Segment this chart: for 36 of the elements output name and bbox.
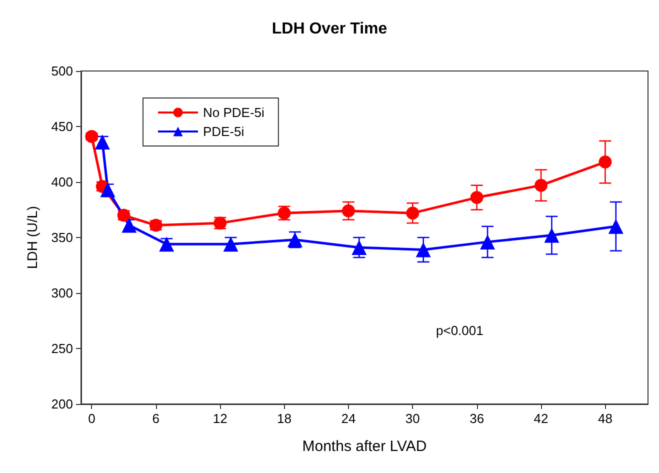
x-tick-label: 30 <box>405 411 420 426</box>
x-tick-label: 6 <box>152 411 160 426</box>
x-tick-label: 48 <box>598 411 612 426</box>
y-tick-label: 400 <box>51 174 73 190</box>
y-tick-label: 300 <box>51 286 73 300</box>
point <box>94 134 110 150</box>
point <box>406 206 420 220</box>
x-tick-label: 0 <box>88 411 96 426</box>
y-tick-label: 200 <box>51 396 73 412</box>
x-tick-label: 36 <box>470 411 484 426</box>
point <box>85 130 98 143</box>
legend-label: No PDE-5i <box>203 105 265 120</box>
legend-label: PDE-5i <box>203 124 244 139</box>
x-tick-label: 24 <box>341 411 356 426</box>
y-axis-title: LDH (U/L) <box>24 206 40 270</box>
point <box>223 236 238 252</box>
chart-title: LDH Over Time <box>272 20 388 38</box>
point <box>352 240 367 255</box>
point <box>534 178 548 192</box>
x-tick-label: 18 <box>277 411 292 426</box>
point <box>416 242 431 258</box>
x-axis-title: Months after LVAD <box>302 438 427 455</box>
y-tick-label: 350 <box>51 230 73 245</box>
point <box>544 228 560 243</box>
y-tick-label: 450 <box>51 119 73 134</box>
y-tick-label: 250 <box>51 341 73 356</box>
x-tick-label: 12 <box>212 411 228 426</box>
x-tick-label: 42 <box>534 411 548 426</box>
point <box>342 204 355 218</box>
y-tick-label: 500 <box>51 64 73 78</box>
annotation: p<0.001 <box>436 323 484 338</box>
point <box>598 156 612 169</box>
point <box>480 234 496 250</box>
point <box>608 218 624 234</box>
point <box>100 182 116 198</box>
point <box>470 191 484 204</box>
